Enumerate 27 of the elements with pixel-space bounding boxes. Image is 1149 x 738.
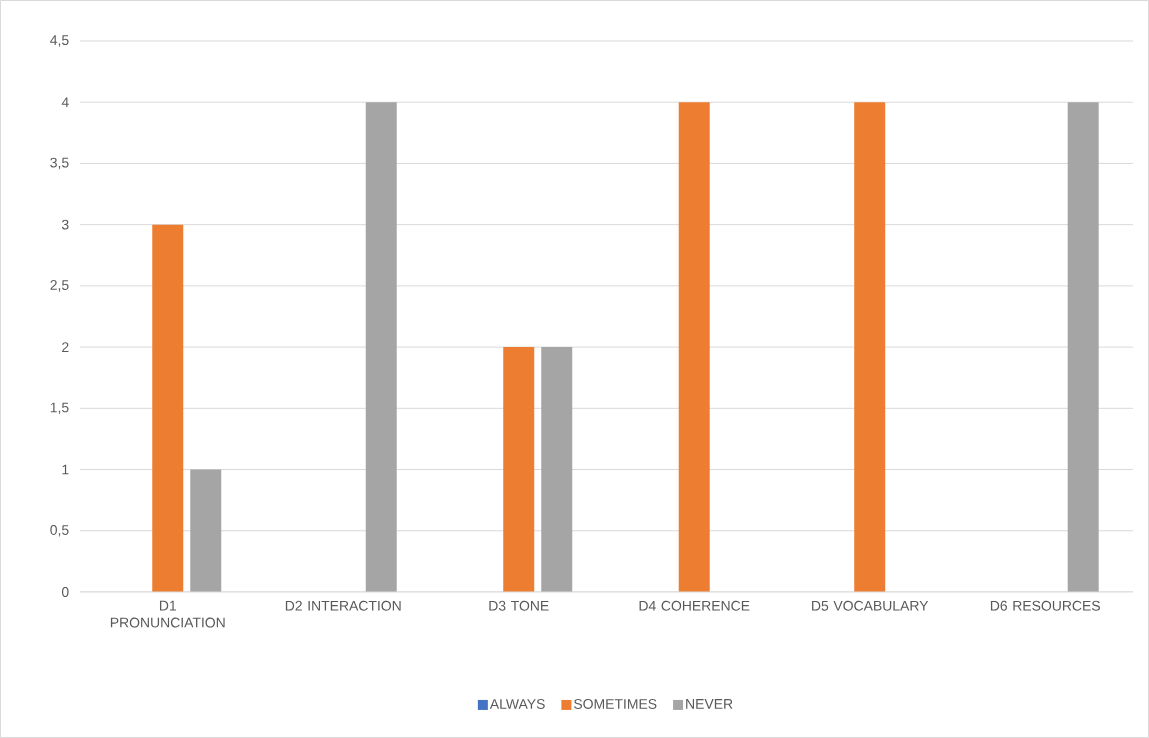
y-tick-label: 1,5	[50, 402, 69, 415]
bar	[190, 469, 222, 592]
legend-label: NEVER	[686, 699, 733, 709]
x-tick-label: D5 VOCABULARY	[812, 600, 929, 611]
bar	[678, 102, 710, 592]
y-tick-label: 1	[62, 464, 69, 475]
x-tick-label: D1 PRONUNCIATION	[110, 600, 225, 628]
bar	[503, 347, 535, 592]
bar	[854, 102, 886, 592]
bar	[365, 102, 397, 592]
y-tick-label: 2,5	[50, 280, 69, 292]
bar	[541, 347, 573, 592]
bar	[1067, 102, 1099, 592]
x-tick-label: D6 RESOURCES	[990, 600, 1100, 611]
y-tick-label: 3	[61, 219, 69, 230]
y-tick-label: 3,5	[50, 157, 69, 170]
y-tick-label: 0,5	[50, 524, 69, 537]
legend-label: SOMETIMES	[574, 699, 657, 709]
x-tick-label: D2 INTERACTION	[285, 600, 401, 611]
legend-label: ALWAYS	[489, 699, 545, 709]
bar	[152, 224, 184, 592]
y-tick-label: 2	[62, 342, 69, 352]
y-tick-label: 4,5	[50, 35, 69, 47]
x-tick-label: D3 TONE	[489, 600, 549, 611]
y-tick-label: 0	[61, 587, 69, 597]
y-tick-label: 4	[61, 97, 69, 107]
x-tick-label: D4 COHERENCE	[639, 600, 750, 611]
